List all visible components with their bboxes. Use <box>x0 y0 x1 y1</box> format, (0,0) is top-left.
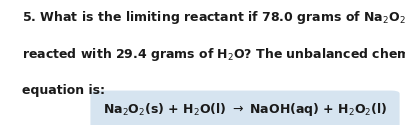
Text: Na$_2$O$_2$(s) + H$_2$O(l) $\rightarrow$ NaOH(aq) + H$_2$O$_2$(l): Na$_2$O$_2$(s) + H$_2$O(l) $\rightarrow$… <box>103 102 387 118</box>
FancyBboxPatch shape <box>91 91 399 125</box>
Text: equation is:: equation is: <box>22 84 105 97</box>
Text: 5. What is the limiting reactant if 78.0 grams of Na$_2$O$_2$ were: 5. What is the limiting reactant if 78.0… <box>22 9 405 26</box>
Text: reacted with 29.4 grams of H$_2$O? The unbalanced chemical: reacted with 29.4 grams of H$_2$O? The u… <box>22 46 405 63</box>
